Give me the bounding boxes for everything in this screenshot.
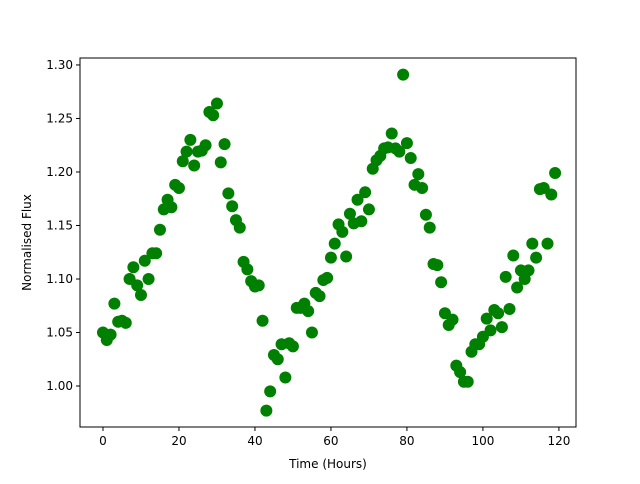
data-point <box>499 270 512 283</box>
data-point <box>321 271 334 284</box>
data-point <box>218 138 231 151</box>
data-point <box>336 225 349 238</box>
data-point <box>176 155 189 168</box>
data-point <box>305 326 318 339</box>
x-tick-label: 20 <box>171 434 186 448</box>
y-tick-label: 1.30 <box>46 58 73 72</box>
data-point <box>359 186 372 199</box>
data-point <box>507 249 520 262</box>
x-tick-label: 60 <box>323 434 338 448</box>
data-point <box>142 272 155 285</box>
data-point <box>419 208 432 221</box>
data-point <box>108 297 121 310</box>
y-axis-label: Normalised Flux <box>20 194 34 291</box>
data-point <box>431 259 444 272</box>
x-axis-label: Time (Hours) <box>288 457 367 471</box>
data-point <box>313 290 326 303</box>
x-tick-label: 40 <box>247 434 262 448</box>
y-tick-label: 1.10 <box>46 272 73 286</box>
data-point <box>362 203 375 216</box>
data-point <box>214 156 227 169</box>
data-point <box>199 139 212 152</box>
data-point <box>484 324 497 337</box>
data-point <box>328 237 341 250</box>
data-point <box>279 371 292 384</box>
data-point <box>423 221 436 234</box>
data-point <box>324 251 337 264</box>
data-point <box>233 221 246 234</box>
x-tick-label: 100 <box>471 434 494 448</box>
data-point <box>446 313 459 326</box>
data-point <box>226 200 239 213</box>
data-point <box>207 109 220 122</box>
data-point <box>271 353 284 366</box>
data-point <box>397 68 410 81</box>
data-point <box>393 145 406 158</box>
data-point <box>435 276 448 289</box>
plot-frame <box>79 57 577 428</box>
x-tick-label: 120 <box>547 434 570 448</box>
x-tick-label: 80 <box>399 434 414 448</box>
x-axis: 0 20 40 60 80 100 120 <box>99 427 570 448</box>
data-point <box>385 127 398 140</box>
data-point <box>343 207 356 220</box>
data-point <box>260 404 273 417</box>
data-point <box>549 167 562 180</box>
data-point <box>210 97 223 110</box>
data-point <box>522 264 535 277</box>
data-point <box>150 247 163 260</box>
data-point <box>340 250 353 263</box>
data-point <box>222 187 235 200</box>
data-point <box>454 366 467 379</box>
data-point <box>184 133 197 146</box>
data-point <box>461 375 474 388</box>
data-point <box>412 168 425 181</box>
data-point <box>351 193 364 206</box>
y-tick-label: 1.00 <box>46 379 73 393</box>
data-point <box>302 305 315 318</box>
y-axis: 1.00 1.05 1.10 1.15 1.20 1.25 1.30 <box>46 58 80 393</box>
data-point <box>153 223 166 236</box>
data-point <box>264 385 277 398</box>
y-tick-label: 1.25 <box>46 111 73 125</box>
data-point <box>172 182 185 195</box>
data-point <box>131 279 144 292</box>
data-point <box>495 321 508 334</box>
data-point <box>503 302 516 315</box>
data-point <box>286 340 299 353</box>
data-points <box>96 68 562 417</box>
data-point <box>416 182 429 195</box>
y-tick-label: 1.05 <box>46 326 73 340</box>
data-point <box>530 251 543 264</box>
data-point <box>241 263 254 276</box>
data-point <box>526 237 539 250</box>
data-point <box>355 215 368 228</box>
data-point <box>404 152 417 165</box>
data-point <box>180 145 193 158</box>
data-point <box>127 261 140 274</box>
data-point <box>480 312 493 325</box>
data-point <box>256 314 269 327</box>
x-tick-label: 0 <box>99 434 107 448</box>
y-tick-label: 1.15 <box>46 218 73 232</box>
data-point <box>138 254 151 267</box>
data-point <box>252 279 265 292</box>
data-point <box>492 307 505 320</box>
data-point <box>165 201 178 214</box>
data-point <box>119 316 132 329</box>
y-tick-label: 1.20 <box>46 165 73 179</box>
data-point <box>541 237 554 250</box>
data-point <box>400 137 413 150</box>
data-point <box>104 328 117 341</box>
data-point <box>545 188 558 201</box>
data-point <box>511 281 524 294</box>
data-point <box>134 289 147 302</box>
data-point <box>188 159 201 172</box>
